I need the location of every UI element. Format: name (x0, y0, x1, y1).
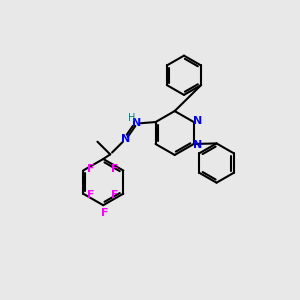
Text: N: N (194, 116, 202, 126)
Text: H: H (128, 113, 135, 123)
Text: N: N (194, 140, 202, 150)
Text: N: N (121, 134, 130, 144)
Text: F: F (100, 208, 108, 218)
Text: N: N (132, 118, 142, 128)
Text: F: F (88, 164, 95, 174)
Text: F: F (112, 190, 119, 200)
Text: F: F (88, 190, 95, 200)
Text: F: F (112, 164, 119, 174)
